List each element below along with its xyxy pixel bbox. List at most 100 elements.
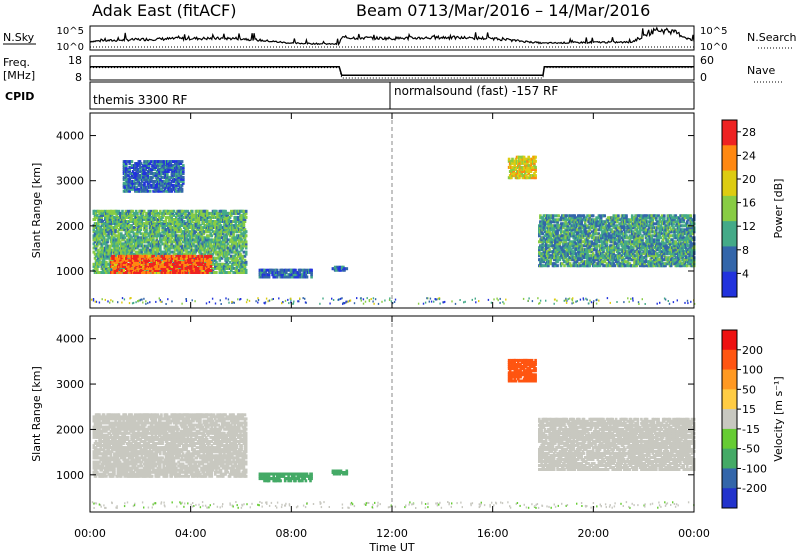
range-cell [127, 255, 130, 258]
range-cell [346, 267, 349, 270]
range-cell [208, 212, 211, 215]
range-cell [583, 214, 586, 217]
range-cell [159, 245, 162, 248]
range-cell [245, 230, 248, 233]
range-cell [123, 236, 126, 239]
freq-label: Freq. [3, 56, 30, 69]
range-cell [118, 232, 121, 235]
scatter-region [538, 214, 696, 267]
range-cell [141, 255, 144, 258]
range-cell [140, 232, 143, 235]
noise-ytick-right: 10^5 [700, 26, 727, 37]
range-cell [579, 214, 582, 217]
range-cell [561, 262, 564, 265]
range-cell [143, 271, 146, 274]
range-cell [207, 234, 210, 237]
range-cell [191, 210, 194, 213]
range-cell [120, 232, 123, 235]
range-cell [245, 234, 248, 237]
range-cell [240, 232, 243, 235]
range-cell [211, 234, 214, 237]
range-cell [97, 271, 100, 274]
range-cell [637, 230, 640, 233]
range-cell [303, 269, 306, 272]
nave-label: Nave [747, 64, 775, 77]
range-cell [569, 214, 572, 217]
beam-label: Beam 07 [356, 1, 428, 20]
range-cell [243, 251, 246, 254]
range-cell [300, 269, 303, 272]
range-cell [245, 240, 248, 243]
range-cell [266, 269, 269, 272]
range-cell [143, 210, 146, 213]
range-cell [215, 271, 218, 274]
range-cell [114, 234, 117, 237]
range-cell [624, 260, 627, 263]
range-cell [334, 266, 337, 269]
range-cell [588, 214, 591, 217]
range-cell [184, 210, 187, 213]
range-cell [210, 269, 213, 272]
cpid-panel: themis 3300 RF normalsound (fast) -157 R… [90, 82, 694, 109]
range-cell [343, 267, 346, 270]
range-cell [558, 214, 561, 217]
range-cell [198, 271, 201, 274]
range-cell [245, 210, 248, 213]
range-cell [245, 269, 248, 272]
range-cell [310, 269, 313, 272]
range-cell [640, 252, 643, 255]
date-range: 13/Mar/2016 – 14/Mar/2016 [428, 1, 650, 20]
freq-ytick-left: 8 [75, 71, 82, 84]
range-cell [595, 216, 598, 219]
range-cell [230, 255, 233, 258]
range-cell [167, 255, 170, 258]
range-cell [153, 240, 156, 243]
range-cell [548, 248, 551, 251]
range-cell [645, 228, 648, 231]
freq-ytick-right: 0 [700, 71, 707, 84]
range-cell [232, 271, 235, 274]
range-cell [229, 245, 232, 248]
range-cell [211, 238, 214, 241]
range-cell [541, 264, 544, 267]
range-cell [123, 269, 126, 272]
range-cell [611, 230, 614, 233]
nsearch-label: N.Search [747, 31, 797, 44]
freq-ytick-right: 60 [700, 54, 714, 67]
range-cell [168, 245, 171, 248]
range-cell [210, 265, 213, 268]
radar-title: Adak East (fitACF) [92, 1, 236, 20]
range-cell [210, 261, 213, 264]
scatter-region [110, 255, 212, 274]
range-cell [169, 251, 172, 254]
freq-unit-label: [MHz] [3, 69, 35, 82]
range-cell [614, 264, 617, 267]
range-cell [245, 216, 248, 219]
nsky-line [90, 28, 694, 44]
range-cell [617, 226, 620, 229]
range-cell [186, 255, 189, 258]
range-cell [158, 257, 161, 260]
range-cell [160, 234, 163, 237]
noise-ytick-right: 10^0 [700, 42, 727, 53]
range-cell [131, 267, 134, 270]
range-cell [213, 271, 216, 274]
range-cell [602, 264, 605, 267]
range-cell [647, 220, 650, 223]
mode-left: themis 3300 RF [93, 93, 187, 107]
range-cell [173, 214, 176, 217]
noise-panel: 10^510^010^510^0 [57, 26, 728, 53]
range-cell [603, 214, 606, 217]
range-cell [625, 214, 628, 217]
range-cell [225, 271, 228, 274]
range-cell [239, 253, 242, 256]
range-cell [592, 252, 595, 255]
range-cell [243, 210, 246, 213]
range-cell [201, 255, 204, 258]
range-cell [173, 210, 176, 213]
cpid-label: CPID [5, 90, 34, 103]
noise-ytick-left: 10^0 [57, 42, 84, 53]
